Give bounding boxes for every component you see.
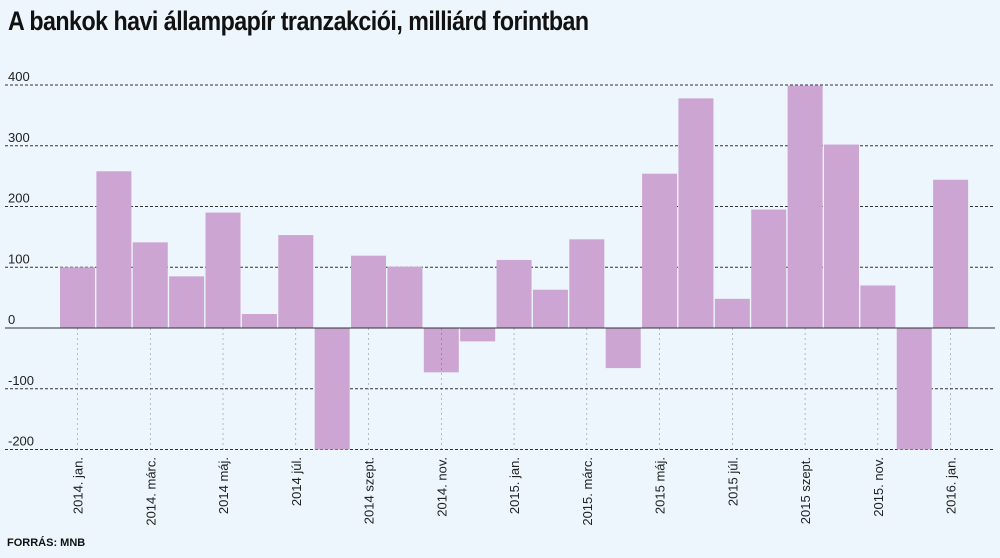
bar-2015. jan. — [496, 259, 532, 328]
x-tick-label: 2015 máj. — [653, 457, 668, 514]
bar-2015. nov. — [860, 285, 896, 328]
bar-2014. okt. — [387, 266, 423, 328]
x-tick-label: 2014 máj. — [216, 457, 231, 514]
x-axis-labels: 2014. jan. 2014. márc. 2014 máj. 2014 júl. 2… — [71, 328, 959, 526]
bar-2014. ápr. — [169, 276, 205, 328]
x-tick-label: 2015. nov. — [871, 457, 886, 517]
source-note: FORRÁS: MNB — [7, 537, 86, 549]
x-tick-label: 2014 szept. — [362, 457, 377, 524]
y-tick-label: 300 — [8, 130, 30, 145]
chart-title: A bankok havi állampapír tranzakciói, mi… — [8, 6, 589, 36]
y-tick-label: -200 — [8, 434, 34, 449]
y-tick-label: -100 — [8, 373, 34, 388]
bar-2014. jún. — [241, 314, 277, 328]
bar-2014. aug. — [314, 328, 350, 450]
bar-2015. jún. — [678, 98, 714, 329]
x-tick-label: 2015. jan. — [507, 457, 522, 514]
bar-2015. febr. — [532, 289, 568, 328]
bar-2016. jan. — [933, 179, 969, 328]
y-tick-label: 0 — [8, 312, 15, 327]
bar-2015 szept. — [787, 85, 823, 328]
x-tick-label: 2014. márc. — [143, 457, 158, 526]
y-tick-label: 200 — [8, 191, 30, 206]
bar-2014 júl. — [278, 235, 314, 328]
x-tick-label: 2015 júl. — [725, 457, 740, 506]
bar-2014. jan. — [60, 267, 95, 328]
bar-2015. márc. — [569, 239, 605, 328]
bar-2014 szept. — [351, 255, 387, 328]
bar-2015. ápr. — [605, 328, 641, 369]
x-tick-label: 2014 júl. — [289, 457, 304, 506]
bars — [60, 85, 969, 450]
bar-2015 júl. — [714, 298, 750, 328]
x-tick-label: 2014. nov. — [434, 457, 449, 517]
bar-2014. márc. — [132, 242, 168, 328]
x-tick-label: 2015. márc. — [580, 457, 595, 526]
x-tick-label: 2014. jan. — [71, 457, 86, 514]
x-tick-label: 2016. jan. — [944, 457, 959, 514]
bar-2014 máj. — [205, 212, 241, 328]
bar-2015. aug. — [751, 209, 787, 328]
y-tick-label: 400 — [8, 69, 30, 84]
bar-2014. dec. — [460, 328, 496, 342]
bar-2015 máj. — [642, 173, 678, 328]
y-tick-label: 100 — [8, 251, 30, 266]
bar-2014. febr. — [96, 171, 132, 328]
bar-2015. dec. — [896, 328, 932, 450]
x-tick-label: 2015 szept. — [798, 457, 813, 524]
bar-2015. okt. — [823, 144, 859, 328]
